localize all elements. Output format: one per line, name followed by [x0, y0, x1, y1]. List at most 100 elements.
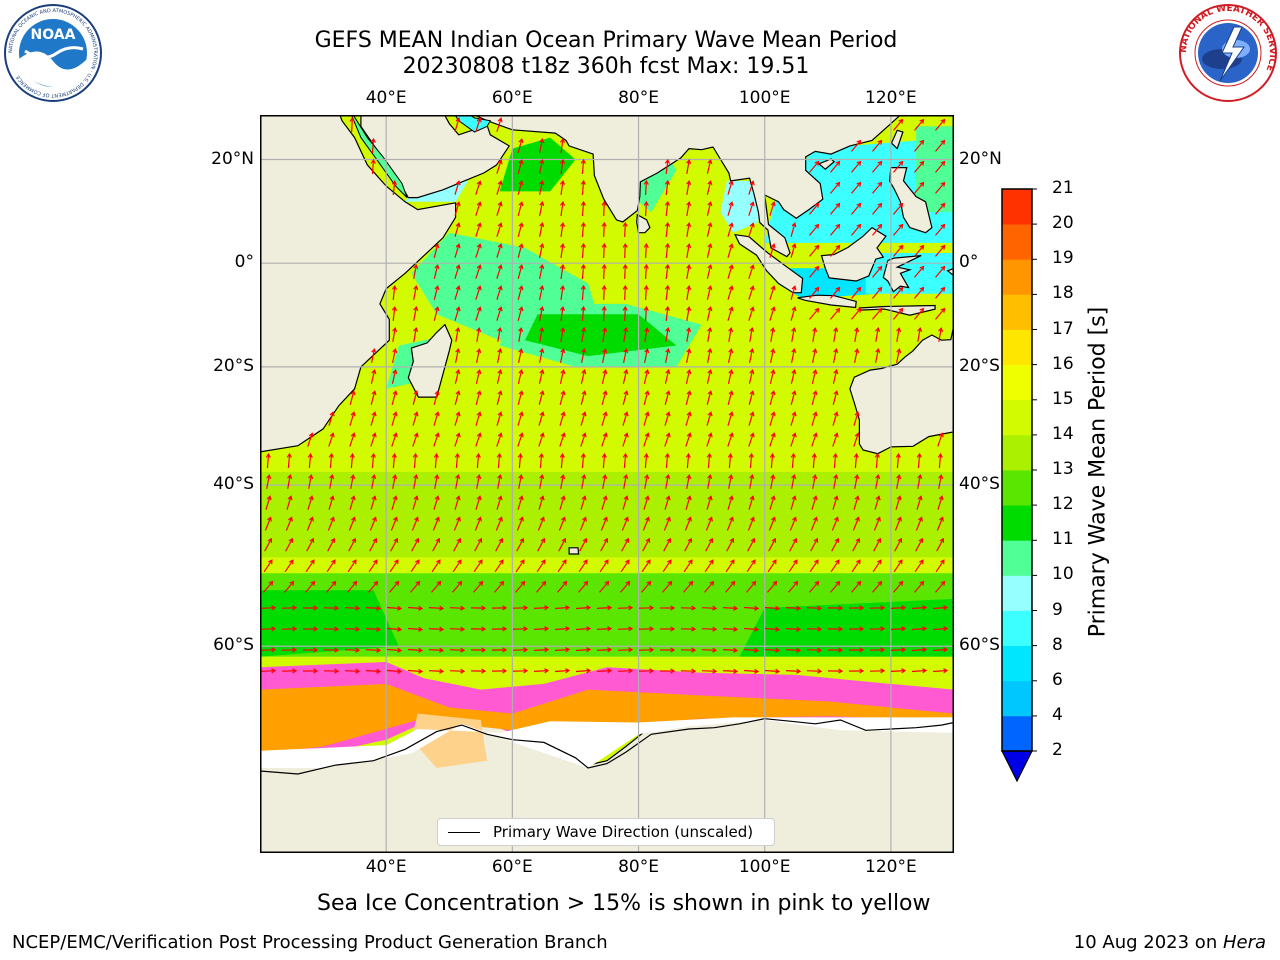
colorbar-bin: [1002, 399, 1032, 436]
wave-arrow: [412, 452, 418, 469]
wave-arrow: [643, 242, 649, 259]
colorbar-tick-label: 16: [1052, 353, 1074, 374]
wave-arrow: [853, 432, 860, 447]
wave-arrow: [680, 647, 697, 653]
wave-arrow: [539, 158, 545, 175]
wave-arrow: [475, 201, 482, 216]
wave-arrow: [664, 432, 671, 447]
wave-arrow: [789, 537, 798, 552]
wave-arrow: [475, 180, 482, 195]
wave-arrow: [496, 159, 503, 174]
wave-arrow: [580, 495, 587, 510]
wave-arrow: [623, 347, 629, 364]
wave-arrow: [785, 668, 802, 674]
wave-arrow: [559, 200, 566, 216]
wave-arrow: [809, 265, 820, 278]
wave-arrow: [389, 559, 399, 573]
wave-arrow: [686, 179, 692, 196]
wave-arrow: [497, 347, 503, 364]
wave-arrow: [854, 347, 860, 364]
wave-arrow: [579, 516, 587, 531]
wave-arrow: [281, 605, 298, 611]
wave-arrow: [496, 306, 503, 321]
wave-arrow: [496, 201, 503, 216]
wave-arrow: [685, 495, 692, 510]
wave-arrow: [495, 537, 504, 552]
wave-arrow: [575, 668, 592, 674]
wave-arrow: [830, 223, 841, 236]
wave-arrow: [260, 605, 277, 611]
wave-arrow: [344, 605, 361, 611]
wave-arrow: [575, 647, 592, 653]
wave-arrow: [827, 605, 844, 611]
wave-arrow: [893, 286, 904, 299]
land-madagascar: [407, 323, 453, 398]
colorbar-tick-label: 6: [1052, 669, 1063, 690]
wave-arrow: [642, 537, 651, 552]
wave-arrow: [328, 452, 334, 469]
wave-arrow: [725, 559, 735, 573]
wave-arrow: [621, 537, 630, 552]
wave-arrow: [475, 495, 482, 510]
wave-arrow: [452, 580, 463, 593]
wave-arrow: [915, 516, 923, 531]
wave-arrow: [890, 626, 907, 632]
wave-arrow: [785, 647, 802, 653]
colorbar-bin: [1002, 189, 1032, 225]
legend-line-sample: [448, 831, 480, 833]
wave-arrow: [875, 473, 881, 490]
wave-arrow: [286, 452, 292, 469]
land-hainan: [817, 158, 836, 170]
wave-arrow: [286, 495, 293, 510]
wave-arrow: [449, 668, 466, 674]
wave-arrow: [832, 432, 839, 447]
wave-arrow: [830, 160, 841, 173]
wave-arrow: [476, 473, 482, 490]
wave-arrow: [433, 495, 440, 510]
wave-arrow: [491, 626, 508, 632]
wave-arrow: [491, 605, 508, 611]
wave-arrow: [349, 116, 355, 133]
wave-arrow: [686, 221, 692, 238]
ocean-band-southern-east: [739, 598, 954, 657]
wave-arrow: [371, 347, 377, 364]
wave-arrow: [517, 390, 524, 405]
wave-arrow: [263, 559, 273, 573]
wave-arrow: [433, 390, 440, 405]
colorbar-tick-label: 12: [1052, 494, 1074, 515]
wave-arrow: [601, 242, 607, 259]
wave-arrow: [684, 516, 692, 531]
wave-arrow: [809, 202, 820, 215]
wave-arrow: [307, 432, 314, 447]
wave-arrow: [284, 559, 294, 573]
wave-arrow: [809, 223, 820, 236]
wave-arrow: [686, 305, 692, 322]
wave-arrow: [686, 284, 692, 301]
wave-arrow: [306, 516, 314, 531]
wave-arrow: [454, 180, 461, 195]
wave-arrow: [748, 495, 755, 510]
wave-arrow: [260, 668, 277, 674]
lat-tick-right: 60°S: [959, 635, 1000, 656]
wave-arrow: [455, 326, 461, 343]
wave-arrow: [596, 647, 613, 653]
lat-tick-left: 0°: [234, 252, 254, 273]
wave-arrow: [327, 537, 336, 552]
wave-arrow: [704, 580, 715, 593]
wave-arrow: [491, 647, 508, 653]
wave-arrow: [617, 647, 634, 653]
wave-arrow: [536, 580, 547, 593]
wave-arrow: [559, 495, 566, 510]
wave-arrow: [386, 626, 403, 632]
wave-arrow: [433, 432, 440, 447]
wave-arrow: [496, 411, 503, 426]
wave-arrow: [512, 647, 529, 653]
wave-arrow: [806, 626, 823, 632]
wave-arrow: [348, 537, 357, 552]
wave-arrow: [911, 647, 928, 653]
wave-arrow: [539, 200, 545, 217]
lat-tick-right: 0°: [959, 252, 979, 273]
map-panel: [259, 99, 978, 960]
wave-arrow: [476, 326, 482, 343]
wave-arrow: [705, 537, 714, 552]
